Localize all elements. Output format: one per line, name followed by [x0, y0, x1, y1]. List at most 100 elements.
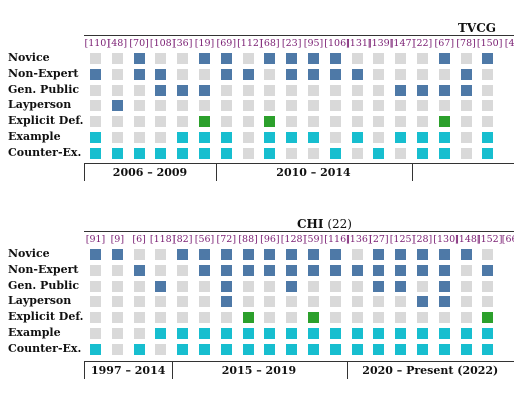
row-label: Non-Expert — [8, 66, 79, 80]
cell-filled — [329, 147, 341, 159]
reference-label[interactable]: [69] — [216, 38, 237, 49]
row-label: Example — [8, 130, 61, 143]
cell-empty — [438, 100, 450, 112]
reference-label[interactable]: [147] — [389, 38, 416, 49]
cell-empty — [264, 100, 276, 112]
cell-empty — [264, 68, 276, 80]
cell-filled — [438, 249, 450, 260]
cell-empty — [395, 147, 407, 159]
cell-filled — [482, 264, 494, 276]
cell-empty — [395, 296, 407, 308]
cell-empty — [177, 280, 189, 292]
cell-empty — [155, 296, 167, 308]
cell-empty — [133, 116, 145, 128]
reference-label[interactable]: [78] — [456, 38, 476, 49]
reference-label[interactable]: [152] — [476, 234, 503, 245]
cell-empty — [111, 328, 123, 339]
reference-label[interactable]: [70] — [129, 38, 149, 49]
cell-filled — [351, 328, 363, 339]
cell-filled — [242, 249, 254, 260]
cell-filled — [199, 147, 210, 159]
reference-label[interactable]: [116] — [324, 234, 350, 245]
reference-label[interactable]: [125] — [389, 234, 416, 245]
cell-empty — [264, 280, 276, 292]
reference-label[interactable]: [139] — [367, 38, 394, 49]
cell-filled — [220, 147, 232, 159]
cell-empty — [373, 312, 385, 324]
cell-empty — [308, 280, 319, 292]
reference-label[interactable]: [108] — [149, 38, 176, 49]
cell-filled — [133, 147, 145, 159]
reference-label[interactable]: [36] — [172, 38, 193, 49]
cell-empty — [133, 280, 145, 292]
reference-label[interactable]: [56] — [194, 234, 215, 245]
reference-row: [91] [9] [6] [118] [82] [56] [72] [88] [96] [128]… — [0, 234, 514, 248]
reference-label[interactable]: [106] — [324, 38, 350, 49]
cell-filled — [133, 53, 145, 64]
cell-filled — [460, 249, 472, 260]
cell-empty — [177, 116, 189, 128]
reference-label[interactable]: [91] — [85, 234, 106, 245]
cell-empty — [242, 116, 254, 128]
cell-empty — [220, 84, 232, 96]
reference-label[interactable]: [82] — [172, 234, 193, 245]
cell-empty — [373, 116, 385, 128]
cell-empty — [329, 100, 341, 112]
cell-empty — [199, 100, 210, 112]
cell-filled — [90, 132, 101, 143]
reference-label[interactable]: [128] — [280, 234, 307, 245]
reference-label[interactable]: [148] — [455, 234, 481, 245]
cell-filled — [438, 147, 450, 159]
cell-filled — [133, 264, 145, 276]
reference-label[interactable]: [88] — [238, 234, 258, 245]
cell-empty — [111, 53, 123, 64]
cell-filled — [177, 249, 189, 260]
reference-label[interactable]: [131] — [346, 38, 372, 49]
reference-label[interactable]: [67] — [434, 38, 455, 49]
reference-label[interactable]: [6] — [132, 234, 146, 245]
cell-empty — [286, 296, 298, 308]
cell-empty — [155, 312, 167, 324]
reference-label[interactable]: [4 — [504, 38, 514, 49]
cell-empty — [351, 312, 363, 324]
cell-empty — [111, 343, 123, 355]
cell-filled — [220, 132, 232, 143]
cell-filled — [351, 132, 363, 143]
cell-filled — [460, 68, 472, 80]
reference-label[interactable]: [9] — [110, 234, 125, 245]
cell-empty — [286, 116, 298, 128]
reference-label[interactable]: [72] — [216, 234, 237, 245]
reference-label[interactable]: [59] — [303, 234, 324, 245]
cell-empty — [111, 116, 123, 128]
reference-label[interactable]: [112] — [237, 38, 263, 49]
reference-label[interactable]: [48] — [107, 38, 128, 49]
cell-empty — [373, 296, 385, 308]
cell-filled — [373, 280, 385, 292]
cell-filled — [329, 343, 341, 355]
cell-empty — [155, 132, 167, 143]
reference-label[interactable]: [130] — [433, 234, 459, 245]
reference-label[interactable]: [66 — [501, 234, 514, 245]
reference-label[interactable]: [118] — [149, 234, 176, 245]
cell-filled — [395, 264, 407, 276]
reference-label[interactable]: [27] — [369, 234, 389, 245]
cell-filled — [308, 68, 319, 80]
cell-empty — [438, 68, 450, 80]
cell-empty — [90, 116, 101, 128]
cell-empty — [90, 53, 101, 64]
period-label: 2010 – 2014 — [276, 166, 351, 179]
reference-label[interactable]: [96] — [260, 234, 280, 245]
reference-label[interactable]: [150] — [476, 38, 503, 49]
reference-label[interactable]: [22] — [412, 38, 433, 49]
reference-label[interactable]: [136] — [346, 234, 372, 245]
cell-filled — [90, 147, 101, 159]
reference-label[interactable]: [23] — [281, 38, 302, 49]
cell-empty — [460, 147, 472, 159]
reference-label[interactable]: [19] — [194, 38, 215, 49]
cell-filled — [220, 328, 232, 339]
period-divider — [84, 163, 85, 181]
reference-label[interactable]: [28] — [412, 234, 433, 245]
reference-label[interactable]: [110] — [84, 38, 111, 49]
reference-label[interactable]: [68] — [260, 38, 280, 49]
reference-label[interactable]: [95] — [303, 38, 324, 49]
